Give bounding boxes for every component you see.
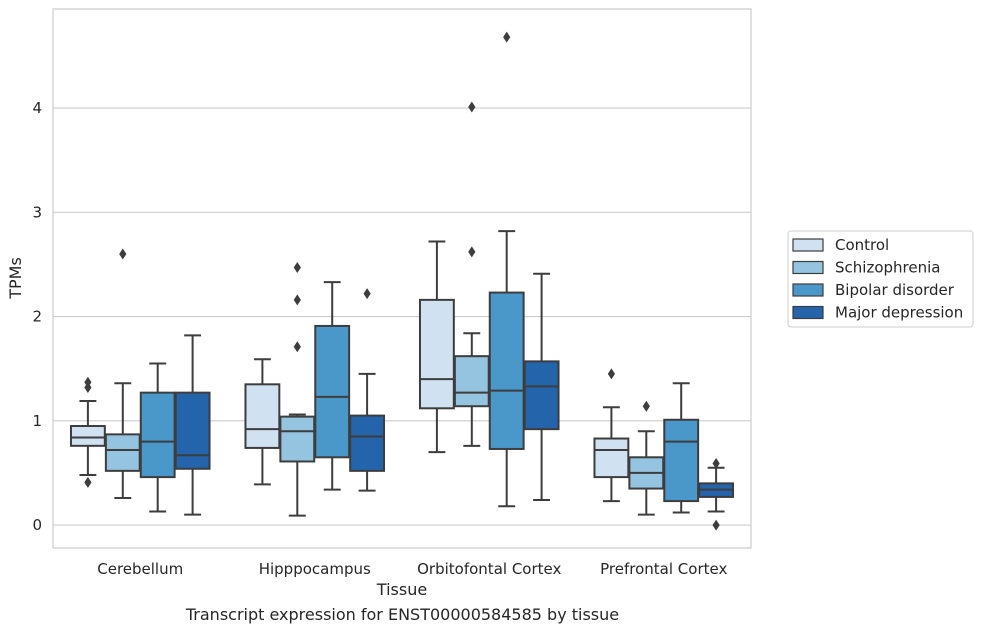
box-iqr (593, 437, 630, 479)
outlier-point (642, 400, 650, 412)
box-1-1 (279, 262, 316, 517)
outlier-point (363, 288, 371, 300)
box-0-0 (69, 376, 106, 488)
outlier-point (119, 248, 127, 260)
plot-frame (52, 8, 752, 549)
box-0-3 (174, 334, 211, 516)
y-tick-labels: 0 1 2 3 4 (32, 99, 42, 534)
box-iqr (663, 418, 700, 503)
legend: Control Schizophrenia Bipolar disorder Majo… (787, 230, 974, 328)
box-3-1 (628, 400, 665, 516)
x-tick-labels: Cerebellum Hipppocampus Orbitofontal Corte… (97, 560, 727, 578)
y-tick-label: 3 (32, 203, 42, 221)
legend-label: Schizophrenia (835, 259, 940, 277)
box-0-1 (104, 248, 141, 499)
box-3-3 (698, 458, 735, 531)
outlier-point (712, 458, 720, 470)
legend-swatch (792, 238, 824, 252)
figure-caption: Transcript expression for ENST0000058458… (185, 605, 620, 624)
y-tick-label: 2 (32, 308, 42, 326)
outlier-point (293, 262, 301, 274)
box-iqr (104, 433, 141, 472)
outlier-point (293, 341, 301, 353)
legend-label: Bipolar disorder (835, 281, 955, 299)
box-iqr (244, 383, 281, 449)
box-2-3 (523, 272, 560, 502)
outlier-point (468, 246, 476, 258)
box-iqr (523, 360, 560, 431)
box-2-2 (488, 31, 525, 508)
outlier-point (84, 376, 92, 388)
box-iqr (69, 425, 106, 447)
outlier-point (712, 519, 720, 531)
legend-frame (787, 230, 974, 328)
box-iqr (349, 414, 386, 472)
x-tick-label: Hipppocampus (259, 560, 371, 578)
legend-label: Major depression (835, 304, 963, 322)
outlier-point (468, 101, 476, 113)
box-iqr (314, 324, 351, 459)
box-3-0 (593, 368, 630, 503)
box-1-3 (349, 288, 386, 492)
x-axis-label: Tissue (376, 580, 427, 599)
box-3-2 (663, 382, 700, 514)
legend-swatch (792, 305, 824, 320)
x-tick-label: Prefrontal Cortex (600, 560, 727, 578)
y-tick-label: 0 (32, 516, 42, 534)
y-tick-label: 4 (32, 99, 42, 117)
box-2-0 (418, 240, 455, 454)
box-1-0 (244, 358, 281, 486)
box-iqr (279, 415, 316, 463)
x-tick-label: Cerebellum (97, 560, 183, 578)
box-0-2 (139, 362, 176, 513)
legend-swatch (792, 283, 824, 297)
box-iqr (453, 355, 490, 408)
x-tick-label: Orbitofontal Cortex (417, 560, 561, 578)
box-layer (69, 31, 735, 531)
box-1-2 (314, 281, 351, 491)
legend-swatch (792, 260, 824, 275)
legend-label: Control (835, 236, 889, 254)
y-axis-label: TPMs (6, 257, 25, 300)
box-iqr (488, 291, 525, 450)
box-iqr (139, 391, 176, 479)
outlier-point (503, 31, 511, 43)
y-tick-label: 1 (32, 412, 42, 430)
outlier-point (84, 476, 92, 488)
box-2-1 (453, 101, 490, 447)
outlier-point (607, 368, 615, 380)
box-iqr (418, 298, 455, 410)
box-iqr (174, 391, 211, 470)
outlier-point (293, 294, 301, 306)
